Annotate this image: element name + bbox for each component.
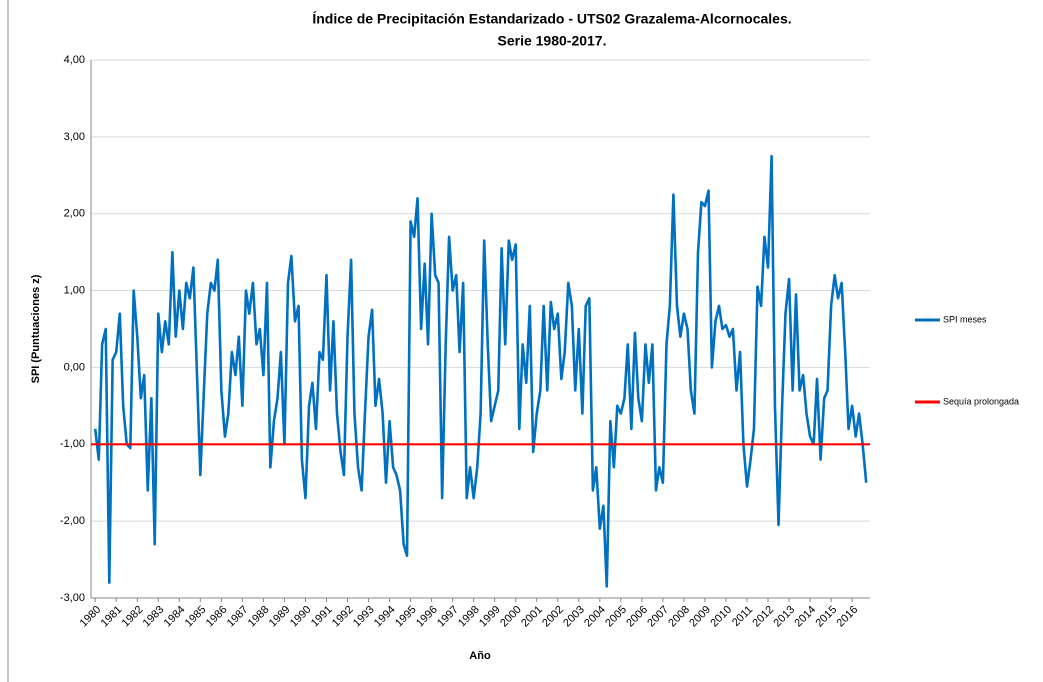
- x-axis-title: Año: [469, 650, 491, 662]
- y-axis-title: SPI (Puntuaciones z): [30, 274, 42, 383]
- y-tick-label: -1,00: [60, 438, 85, 450]
- y-tick-label: -3,00: [60, 592, 85, 604]
- chart-title: Índice de Precipitación Estandarizado - …: [312, 11, 791, 27]
- y-tick-label: 3,00: [64, 131, 85, 143]
- y-tick-label: 1,00: [64, 284, 85, 296]
- legend-label: SPI meses: [943, 314, 987, 324]
- chart-subtitle: Serie 1980-2017.: [498, 33, 607, 49]
- series-line: [93, 154, 868, 588]
- y-tick-label: 4,00: [64, 54, 85, 66]
- y-tick-label: 2,00: [64, 208, 85, 220]
- legend-label: Sequía prolongada: [943, 396, 1019, 406]
- y-tick-label: -2,00: [60, 515, 85, 527]
- y-tick-label: 0,00: [64, 361, 85, 373]
